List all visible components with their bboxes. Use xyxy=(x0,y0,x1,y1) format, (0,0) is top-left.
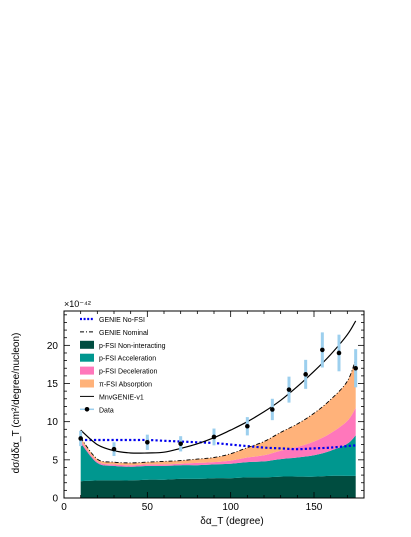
data-point xyxy=(178,441,183,447)
area-p-fsi-acceleration xyxy=(80,435,356,482)
legend-p-fsi-acceleration-label: p-FSI Acceleration xyxy=(99,356,156,363)
legend-data-swatch xyxy=(84,407,90,412)
legend-p-fsi-acceleration-swatch xyxy=(80,353,94,362)
data-point xyxy=(270,407,275,412)
x-tick-label: 150 xyxy=(306,502,323,513)
data-point xyxy=(286,387,292,392)
x-axis-label: δα_T (degree) xyxy=(200,516,263,527)
data-point xyxy=(353,365,358,371)
y-tick-label: 5 xyxy=(52,455,58,466)
y-tick-label: 10 xyxy=(47,417,59,428)
legend-p-fsi-non-interacting-label: p-FSI Non-interacting xyxy=(99,343,166,350)
line-genie-nominal xyxy=(80,358,357,464)
model-lines xyxy=(80,320,357,464)
y-tick-label: 20 xyxy=(47,341,59,352)
y-tick-label: 15 xyxy=(47,379,59,390)
line-genie-no-fsi xyxy=(80,438,356,451)
data-point xyxy=(336,350,342,356)
legend-mnvgenie-v1-label: MnvGENIE-v1 xyxy=(99,394,144,401)
legend: GENIE No-FSI GENIE Nominal p-FSI Non-inter… xyxy=(80,317,166,414)
axes: 0 50 100 150 0 5 10 15 20 xyxy=(47,310,365,513)
data-points xyxy=(78,332,358,457)
legend-genie-nominal-label: GENIE Nominal xyxy=(99,330,149,337)
x-tick-label: 100 xyxy=(222,502,239,513)
data-point xyxy=(245,423,250,429)
legend-genie-no-fsi-label: GENIE No-FSI xyxy=(99,317,145,324)
y-tick-label: 0 xyxy=(52,494,58,505)
legend-data-label: Data xyxy=(99,407,114,414)
stacked-areas xyxy=(80,359,356,498)
area-p-fsi-non-interacting xyxy=(80,475,356,498)
data-point xyxy=(320,347,325,353)
data-point xyxy=(145,439,150,445)
line-mnvgenie-v1 xyxy=(80,320,357,454)
data-point xyxy=(303,372,308,377)
legend-fsi-absorption-label: π-FSI Absorption xyxy=(99,382,152,389)
data-point xyxy=(78,436,83,441)
axis-labels: ×10⁻⁴² δα_T (degree) dσ/dδα_T (cm²/degre… xyxy=(11,299,264,527)
area-fsi-absorption xyxy=(80,359,356,466)
legend-p-fsi-deceleration-swatch xyxy=(80,366,94,375)
y-axis-label: dσ/dδα_T (cm²/degree/nucleon) xyxy=(11,333,22,474)
legend-p-fsi-non-interacting-swatch xyxy=(80,340,94,349)
x-tick-label: 0 xyxy=(61,502,67,513)
y-exponent-label: ×10⁻⁴² xyxy=(64,299,91,309)
legend-fsi-absorption-swatch xyxy=(80,379,94,388)
legend-p-fsi-deceleration-label: p-FSI Deceleration xyxy=(99,369,157,376)
data-point xyxy=(211,434,217,440)
data-point xyxy=(111,446,117,452)
area-p-fsi-deceleration xyxy=(80,407,356,467)
x-tick-label: 50 xyxy=(142,502,154,513)
